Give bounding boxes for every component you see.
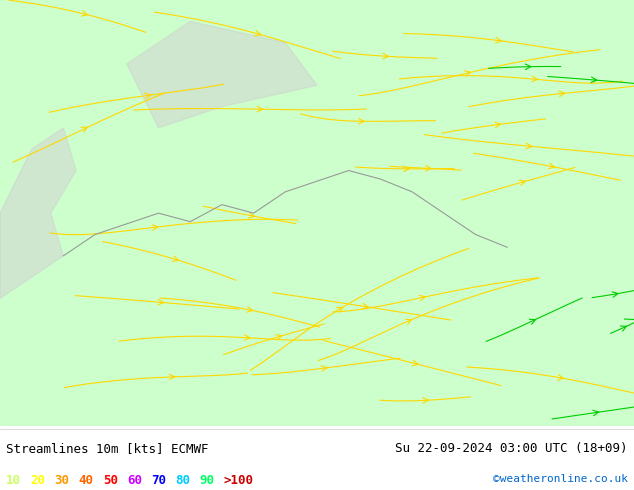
Text: 20: 20	[30, 474, 46, 487]
Text: 40: 40	[79, 474, 94, 487]
Text: 30: 30	[55, 474, 70, 487]
Text: 50: 50	[103, 474, 118, 487]
Text: 80: 80	[175, 474, 190, 487]
Text: 90: 90	[199, 474, 214, 487]
Text: >100: >100	[223, 474, 253, 487]
Text: Su 22-09-2024 03:00 UTC (18+09): Su 22-09-2024 03:00 UTC (18+09)	[395, 442, 628, 455]
Text: Streamlines 10m [kts] ECMWF: Streamlines 10m [kts] ECMWF	[6, 442, 209, 455]
Text: 70: 70	[151, 474, 166, 487]
Polygon shape	[0, 128, 76, 298]
Polygon shape	[127, 21, 317, 128]
Text: ©weatheronline.co.uk: ©weatheronline.co.uk	[493, 474, 628, 484]
Text: 10: 10	[6, 474, 22, 487]
Text: 60: 60	[127, 474, 142, 487]
